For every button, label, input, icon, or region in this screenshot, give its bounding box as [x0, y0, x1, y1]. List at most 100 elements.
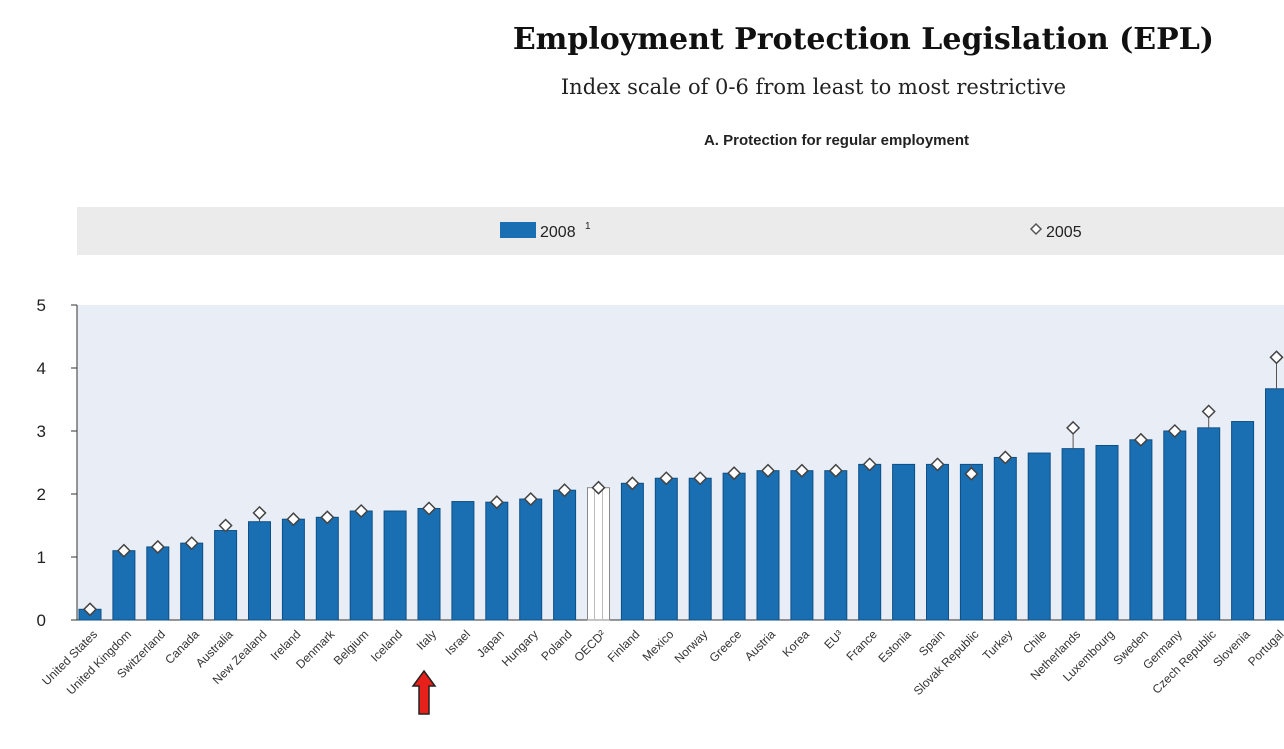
x-tick-label: Greece: [706, 627, 744, 665]
bar-2008: [756, 470, 780, 621]
x-tick-label: Spain: [916, 627, 948, 659]
marker-2005: [354, 503, 369, 519]
bar-2008: [214, 530, 238, 621]
marker-2005: [1269, 350, 1284, 365]
legend-swatch-2008: [500, 222, 536, 238]
x-tick-label: Chile: [1020, 627, 1049, 656]
legend-background: [77, 207, 1284, 255]
y-tick-label: 4: [37, 359, 46, 378]
bar-2008: [620, 482, 644, 621]
marker-2005: [1066, 420, 1081, 435]
italy-arrow-marker: [411, 669, 437, 715]
bar-2008: [146, 546, 170, 621]
bar-2008: [485, 501, 509, 621]
marker-2005: [557, 483, 572, 498]
legend-label-2008: 2008: [540, 224, 576, 241]
bars-2008: [78, 388, 1284, 621]
bar-2008: [553, 489, 577, 621]
bar-2008: [180, 542, 204, 621]
bar-2008: [959, 463, 983, 621]
x-tick-label: Italy: [414, 627, 439, 652]
x-tick-label: Finland: [605, 627, 643, 665]
legend: 2008 1 2005: [500, 221, 1082, 241]
bar-2008: [824, 470, 848, 621]
x-tick-label: OECD²: [571, 627, 608, 664]
x-tick-label: Estonia: [876, 627, 914, 665]
x-tick-label: Slovenia: [1210, 627, 1253, 670]
marker-2005: [794, 463, 809, 478]
marker-2005: [286, 512, 301, 527]
marker-2005: [421, 501, 437, 516]
y-tick-label: 5: [37, 296, 46, 315]
bar-2008: [790, 470, 814, 621]
bar-2008: [858, 463, 882, 621]
marker-2005: [828, 463, 843, 478]
marker-2005: [659, 471, 674, 486]
bar-2008: [1095, 444, 1119, 621]
x-tick-label: Iceland: [368, 627, 405, 664]
bar-2008: [315, 516, 339, 621]
marker-2005: [930, 457, 945, 472]
x-tick-label: Korea: [779, 627, 812, 660]
up-arrow-icon: [411, 669, 437, 715]
bar-2008: [451, 501, 475, 621]
bar-2008: [248, 521, 271, 621]
marker-2005: [252, 505, 267, 520]
bar-2008: [519, 498, 543, 621]
bar-2008: [722, 472, 746, 621]
bar-2008: [688, 477, 712, 621]
x-tick-label: Mexico: [640, 627, 677, 664]
legend-label-2005: 2005: [1046, 224, 1082, 241]
x-tick-label: Turkey: [980, 627, 1016, 663]
page-title: Employment Protection Legislation (EPL): [512, 22, 1214, 57]
bar-2008: [654, 477, 678, 621]
bar-2008: [1197, 427, 1221, 621]
y-tick-label: 3: [37, 422, 46, 441]
bar-2008: [1265, 388, 1284, 621]
x-tick-label: Belgium: [331, 627, 372, 668]
marker-2005: [1167, 423, 1182, 439]
bar-2008: [1231, 421, 1255, 621]
bar-2008: [587, 487, 610, 621]
bar-2008: [1027, 452, 1051, 621]
x-tick-label: Austria: [742, 627, 779, 664]
marker-2005: [116, 543, 131, 558]
marker-2005: [964, 466, 979, 481]
bar-2008: [383, 510, 407, 621]
bar-2008: [112, 550, 136, 621]
bar-2008: [281, 518, 305, 621]
bar-2008: [349, 510, 373, 621]
bar-2008: [892, 463, 916, 621]
marker-2005: [625, 476, 640, 491]
x-tick-label: France: [844, 627, 881, 664]
x-tick-label: Norway: [672, 627, 711, 666]
legend-diamond-2005: [1029, 222, 1043, 236]
marker-2005: [489, 495, 504, 510]
y-tick-label: 2: [37, 485, 46, 504]
x-tick-label: Denmark: [293, 627, 338, 672]
marker-2005: [150, 539, 165, 554]
bar-2008: [993, 456, 1017, 621]
marker-2005: [693, 471, 708, 486]
page-subtitle: Index scale of 0-6 from least to most re…: [560, 75, 1066, 99]
markers-2005: [82, 350, 1284, 617]
bar-2008: [1163, 430, 1187, 621]
marker-2005: [727, 466, 742, 481]
marker-2005: [591, 480, 606, 495]
y-tick-label: 0: [37, 611, 46, 630]
marker-2005: [218, 518, 233, 533]
marker-2005: [1133, 432, 1148, 447]
x-tick-label: Poland: [538, 627, 574, 663]
marker-2005: [760, 463, 776, 478]
marker-2005: [184, 536, 199, 551]
chart-title: A. Protection for regular employment: [703, 132, 969, 149]
x-tick-label: Hungary: [499, 627, 541, 669]
legend-sup-2008: 1: [585, 221, 591, 232]
marker-2005: [320, 510, 335, 525]
y-tick-label: 1: [37, 548, 46, 567]
x-tick-label: EU³: [821, 627, 846, 652]
x-tick-label: Israel: [442, 627, 473, 658]
bar-2008: [1061, 448, 1085, 621]
